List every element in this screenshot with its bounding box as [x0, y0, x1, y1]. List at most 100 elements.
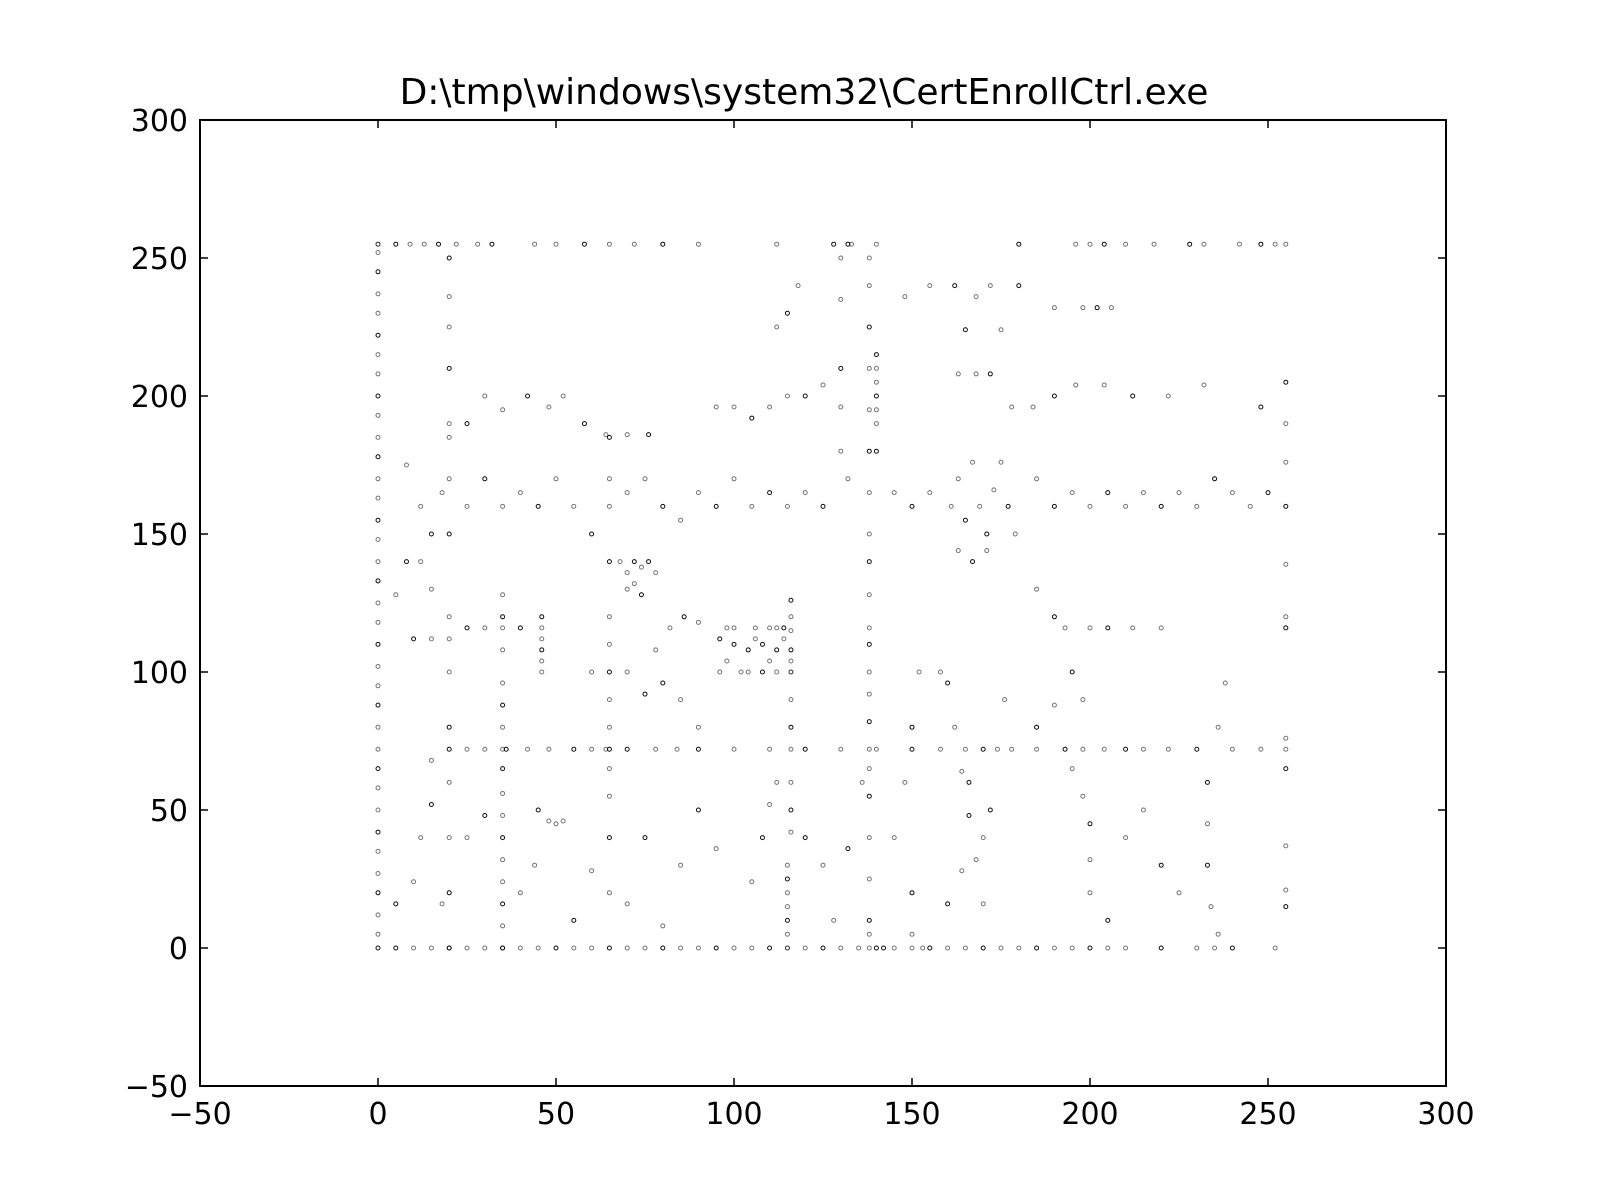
scatter-point: [1140, 807, 1146, 813]
scatter-point: [873, 945, 879, 951]
scatter-point: [678, 945, 684, 951]
scatter-point: [1165, 393, 1171, 399]
scatter-point: [1229, 746, 1235, 752]
scatter-point: [653, 647, 659, 653]
scatter-point: [446, 324, 452, 330]
scatter-point: [571, 917, 577, 923]
scatter-point: [1229, 945, 1235, 951]
scatter-point: [1258, 241, 1264, 247]
x-tick-label: 200: [1061, 1097, 1118, 1132]
scatter-point: [945, 680, 951, 686]
scatter-point: [606, 434, 612, 440]
y-tick-label: 0: [169, 932, 188, 967]
scatter-point: [1105, 945, 1111, 951]
scatter-point: [866, 641, 872, 647]
scatter-point: [525, 746, 531, 752]
scatter-point: [1283, 614, 1289, 620]
scatter-point: [966, 779, 972, 785]
scatter-point: [500, 680, 506, 686]
scatter-point: [759, 669, 765, 675]
scatter-point: [500, 503, 506, 509]
scatter-point: [695, 241, 701, 247]
scatter-point: [788, 658, 794, 664]
scatter-point: [902, 779, 908, 785]
scatter-point: [393, 901, 399, 907]
scatter-point: [873, 407, 879, 413]
scatter-point: [970, 559, 976, 565]
scatter-point: [500, 766, 506, 772]
scatter-point: [973, 294, 979, 300]
scatter-point: [962, 327, 968, 333]
scatter-point: [980, 835, 986, 841]
scatter-point: [866, 365, 872, 371]
scatter-point: [1176, 890, 1182, 896]
scatter-point: [788, 807, 794, 813]
scatter-point: [553, 241, 559, 247]
scatter-point: [784, 310, 790, 316]
scatter-point: [375, 559, 381, 565]
scatter-point: [1158, 503, 1164, 509]
scatter-point: [1087, 821, 1093, 827]
scatter-point: [1123, 835, 1129, 841]
scatter-point: [1194, 503, 1200, 509]
scatter-point: [539, 669, 545, 675]
scatter-point: [589, 746, 595, 752]
scatter-point: [891, 490, 897, 496]
scatter-point: [866, 931, 872, 937]
y-tick-label: 300: [131, 104, 188, 139]
scatter-point: [624, 669, 630, 675]
scatter-point: [838, 945, 844, 951]
scatter-point: [788, 669, 794, 675]
scatter-point: [546, 746, 552, 752]
scatter-point: [393, 945, 399, 951]
scatter-point: [606, 241, 612, 247]
scatter-point: [571, 503, 577, 509]
x-tick-label: 300: [1417, 1097, 1474, 1132]
scatter-point: [802, 835, 808, 841]
scatter-point: [1247, 503, 1253, 509]
scatter-point: [581, 241, 587, 247]
scatter-point: [1034, 945, 1040, 951]
scatter-point: [532, 241, 538, 247]
scatter-point: [375, 702, 381, 708]
scatter-point: [660, 945, 666, 951]
scatter-point: [1080, 697, 1086, 703]
scatter-point: [375, 663, 381, 669]
scatter-point: [1051, 702, 1057, 708]
scatter-point: [446, 365, 452, 371]
scatter-point: [631, 241, 637, 247]
scatter-point: [375, 945, 381, 951]
plot-frame: [199, 119, 1447, 1087]
scatter-point: [375, 454, 381, 460]
scatter-point: [781, 625, 787, 631]
scatter-point: [767, 658, 773, 664]
scatter-point: [959, 768, 965, 774]
scatter-point: [606, 559, 612, 565]
x-tick-label: 150: [883, 1097, 940, 1132]
scatter-point: [717, 636, 723, 642]
scatter-point: [873, 379, 879, 385]
scatter-point: [375, 291, 381, 297]
scatter-point: [784, 931, 790, 937]
scatter-point: [375, 249, 381, 255]
scatter-point: [959, 868, 965, 874]
scatter-point: [482, 945, 488, 951]
scatter-point: [1140, 746, 1146, 752]
scatter-point: [500, 901, 506, 907]
scatter-point: [987, 283, 993, 289]
scatter-point: [937, 669, 943, 675]
scatter-point: [838, 365, 844, 371]
scatter-point: [1272, 945, 1278, 951]
scatter-point: [375, 829, 381, 835]
scatter-point: [1204, 862, 1210, 868]
scatter-point: [820, 503, 826, 509]
scatter-point: [866, 835, 872, 841]
scatter-point: [1009, 746, 1015, 752]
scatter-point: [795, 283, 801, 289]
scatter-point: [838, 255, 844, 261]
x-tick-label: 0: [368, 1097, 387, 1132]
scatter-point: [418, 503, 424, 509]
scatter-point: [873, 241, 879, 247]
scatter-point: [820, 862, 826, 868]
scatter-point: [411, 636, 417, 642]
